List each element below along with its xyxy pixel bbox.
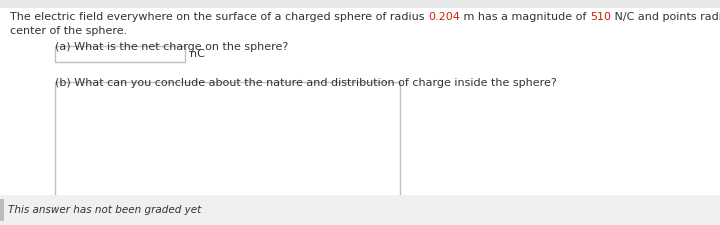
Bar xyxy=(0,199,4,221)
Text: m has a magnitude of: m has a magnitude of xyxy=(460,12,590,22)
Text: nC: nC xyxy=(190,49,205,59)
Text: This answer has not been graded yet: This answer has not been graded yet xyxy=(8,205,202,215)
Text: 0.204: 0.204 xyxy=(428,12,460,22)
Bar xyxy=(0,199,4,221)
Text: (a) What is the net charge on the sphere?: (a) What is the net charge on the sphere… xyxy=(55,42,288,52)
Bar xyxy=(0,195,720,225)
Text: The electric field everywhere on the surface of a charged sphere of radius: The electric field everywhere on the sur… xyxy=(10,12,428,22)
Text: 510: 510 xyxy=(590,12,611,22)
Bar xyxy=(55,46,185,62)
Text: (b) What can you conclude about the nature and distribution of charge inside the: (b) What can you conclude about the natu… xyxy=(55,78,557,88)
Text: center of the sphere.: center of the sphere. xyxy=(10,26,127,36)
Bar xyxy=(0,0,720,8)
Bar xyxy=(55,82,400,197)
Text: N/C and points radially outward from th: N/C and points radially outward from th xyxy=(611,12,720,22)
